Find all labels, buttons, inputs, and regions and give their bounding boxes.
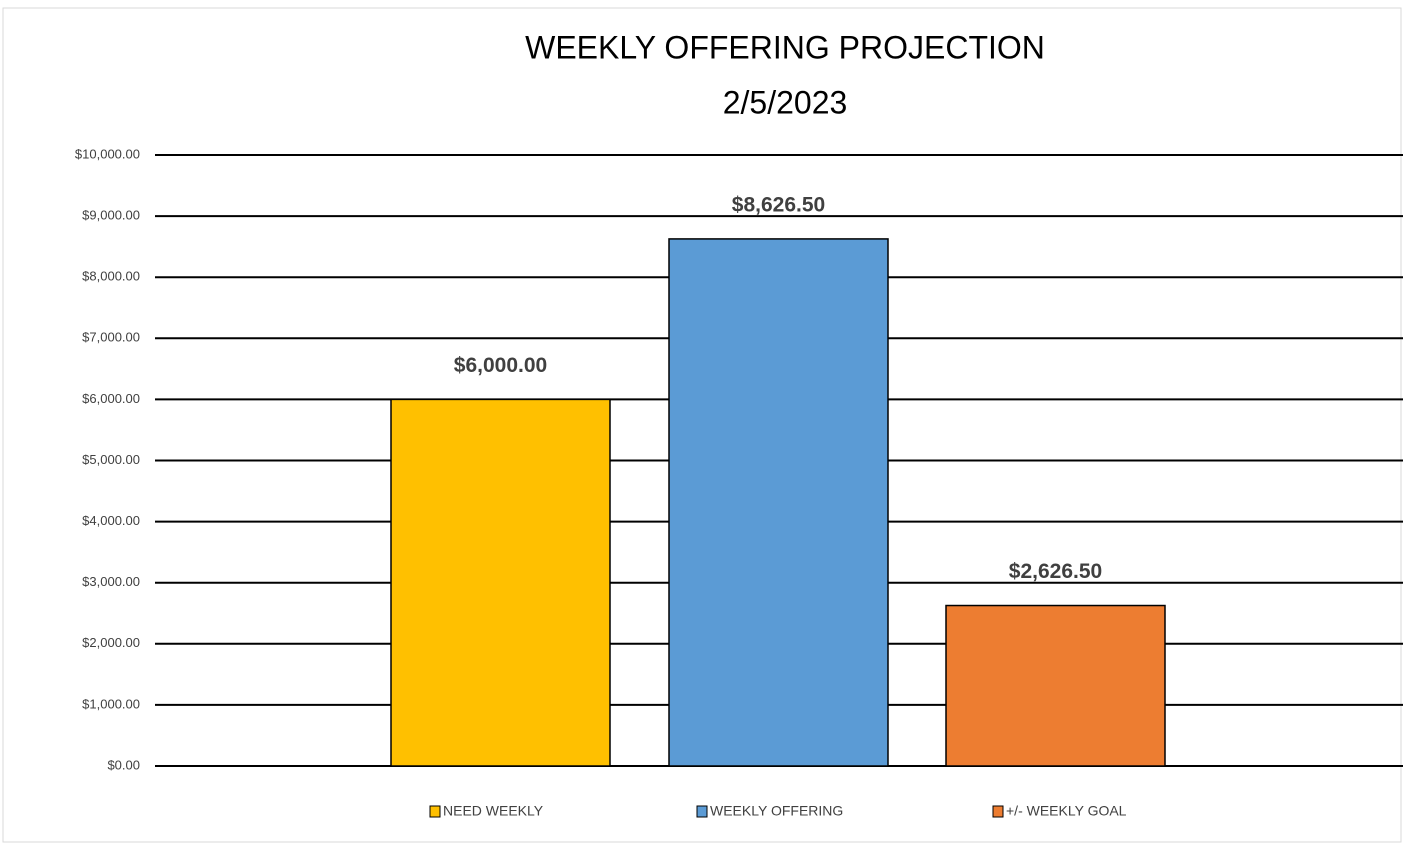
bar: [668, 238, 889, 767]
data-label: $6,000.00: [454, 354, 547, 377]
y-tick-label: $8,000.00: [82, 269, 140, 284]
legend-label: NEED WEEKLY: [443, 803, 544, 819]
data-label: $8,626.50: [732, 193, 825, 216]
legend-swatch: [696, 805, 708, 818]
y-tick-label: $4,000.00: [82, 513, 140, 528]
legend-label: +/- WEEKLY GOAL: [1006, 803, 1127, 819]
legend-swatch: [992, 805, 1004, 818]
y-tick-label: $9,000.00: [82, 208, 140, 223]
y-tick-label: $2,000.00: [82, 635, 140, 650]
legend-swatch: [429, 805, 441, 818]
y-tick-label: $6,000.00: [82, 391, 140, 406]
chart-title: WEEKLY OFFERING PROJECTION: [525, 29, 1045, 65]
bar: [945, 604, 1166, 767]
y-tick-label: $1,000.00: [82, 696, 140, 711]
data-label: $2,626.50: [1009, 560, 1102, 583]
y-tick-label: $0.00: [107, 757, 140, 772]
y-tick-label: $3,000.00: [82, 574, 140, 589]
bar: [390, 398, 611, 767]
chart-subtitle: 2/5/2023: [723, 84, 848, 120]
y-tick-label: $10,000.00: [75, 146, 140, 161]
y-tick-label: $7,000.00: [82, 330, 140, 345]
y-tick-label: $5,000.00: [82, 452, 140, 467]
legend-label: WEEKLY OFFERING: [710, 803, 843, 819]
